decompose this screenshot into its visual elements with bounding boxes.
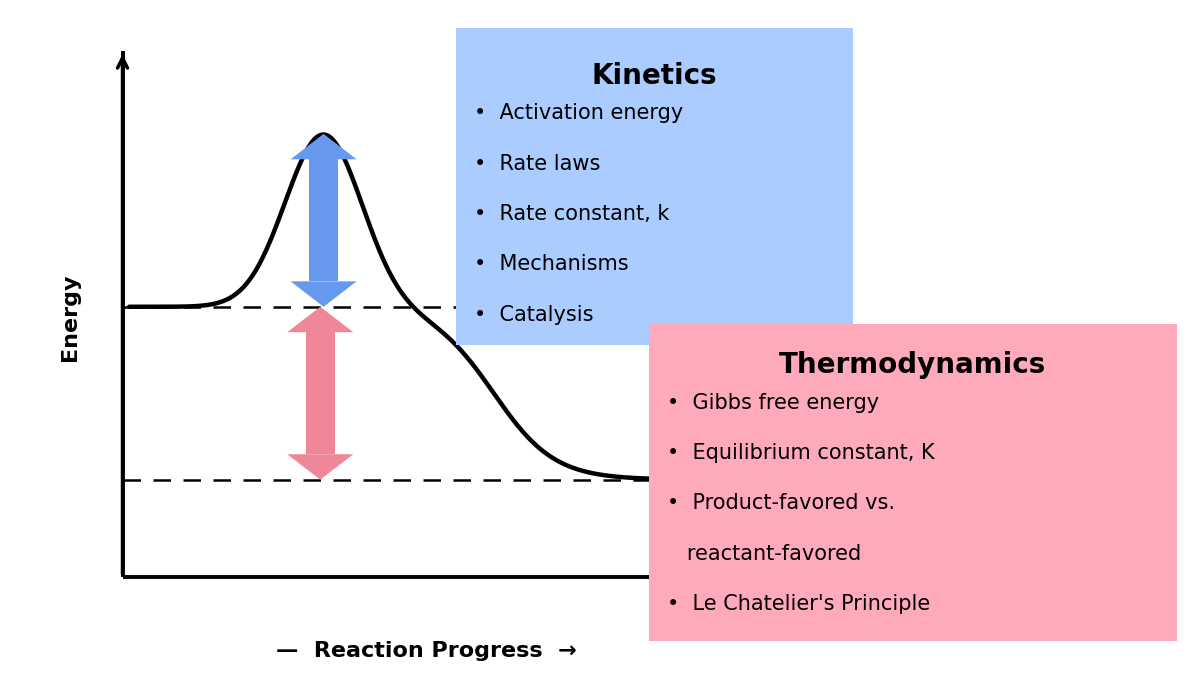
Text: Kinetics: Kinetics (592, 62, 717, 90)
Text: •  Product-favored vs.: • Product-favored vs. (667, 493, 895, 513)
Text: Energy: Energy (60, 274, 79, 360)
Polygon shape (291, 281, 357, 307)
Text: •  Le Chatelier's Principle: • Le Chatelier's Principle (667, 594, 930, 614)
Text: •  Rate laws: • Rate laws (474, 154, 600, 174)
Polygon shape (291, 134, 357, 159)
Text: •  Gibbs free energy: • Gibbs free energy (667, 393, 879, 413)
FancyBboxPatch shape (309, 159, 339, 281)
Text: reactant-favored: reactant-favored (667, 544, 861, 564)
Text: —  Reaction Progress  →: — Reaction Progress → (276, 641, 576, 661)
Text: •  Catalysis: • Catalysis (474, 305, 594, 325)
FancyBboxPatch shape (306, 332, 335, 454)
Text: Thermodynamics: Thermodynamics (779, 351, 1046, 380)
Polygon shape (287, 307, 353, 332)
Polygon shape (287, 454, 353, 480)
Text: •  Rate constant, k: • Rate constant, k (474, 204, 670, 224)
Text: •  Equilibrium constant, K: • Equilibrium constant, K (667, 443, 934, 463)
Text: •  Mechanisms: • Mechanisms (474, 254, 629, 274)
Text: •  Activation energy: • Activation energy (474, 103, 683, 123)
